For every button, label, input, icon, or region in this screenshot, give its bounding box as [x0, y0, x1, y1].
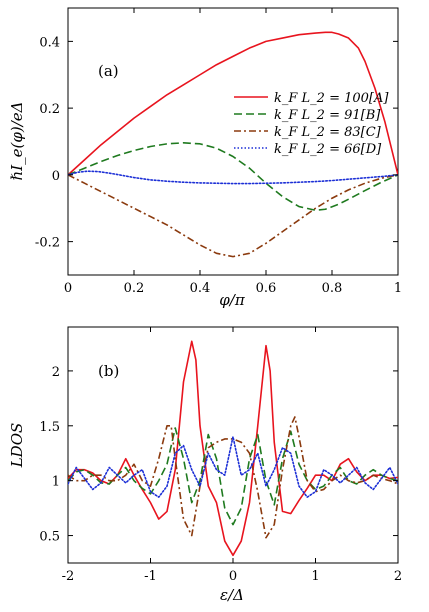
- series-line-d: [68, 435, 398, 498]
- x-tick-label: -2: [62, 569, 75, 584]
- y-tick-label: 2: [52, 365, 60, 380]
- x-tick-label: -1: [144, 569, 157, 584]
- y-tick-label: 1: [52, 475, 60, 490]
- panel-b-tag: (b): [98, 362, 119, 380]
- panel-a-frame: [67, 7, 399, 276]
- x-tick-label: 0: [229, 569, 237, 584]
- x-tick-label: 1: [394, 281, 402, 296]
- panel-b-series: [68, 340, 398, 557]
- x-tick-label: 2: [394, 569, 402, 584]
- series-line-c: [68, 416, 398, 539]
- x-tick-label: 0.6: [256, 281, 277, 296]
- panel-b: -2 -1 0 1 2 0.5 1 1.5 2 (b) ε/Δ LDOS: [8, 326, 402, 604]
- y-tick-label: 0.5: [39, 530, 60, 545]
- x-tick-label: 1: [311, 569, 319, 584]
- series-line-a: [68, 340, 398, 557]
- panel-a-series: [68, 31, 398, 258]
- y-tick-label: -0.2: [35, 236, 60, 251]
- series-line-k-f-l-2-66-d-: [68, 170, 398, 185]
- panel-a-xlabel: φ/π: [219, 291, 246, 309]
- y-tick-label: 0: [52, 169, 60, 184]
- legend-entry-label: k_F L_2 = 83[C]: [274, 125, 382, 140]
- panel-a: 0 0.2 0.4 0.6 0.8 1 -0.2 0 0.2 0.4 (a) φ/π ℏI_e(φ…: [8, 7, 402, 309]
- panel-b-xlabel: ε/Δ: [220, 586, 244, 604]
- panel-a-tag: (a): [98, 62, 119, 80]
- panel-a-ylabel: ℏI_e(φ)/eΔ: [8, 102, 26, 181]
- panel-b-ylabel: LDOS: [8, 423, 26, 469]
- panel-b-ticks: -2 -1 0 1 2 0.5 1 1.5 2: [39, 327, 402, 584]
- x-tick-label: 0: [64, 281, 72, 296]
- y-tick-label: 1.5: [39, 420, 60, 435]
- panel-a-ticks: 0 0.2 0.4 0.6 0.8 1 -0.2 0 0.2 0.4: [35, 8, 402, 296]
- series-line-k-f-l-2-83-c-: [68, 174, 398, 258]
- x-tick-label: 0.2: [124, 281, 145, 296]
- panel-a-legend: k_F L_2 = 100[A] k_F L_2 = 91[B] k_F L_2 =…: [234, 91, 389, 157]
- y-tick-label: 0.4: [39, 35, 60, 50]
- series-line-k-f-l-2-91-b-: [68, 142, 398, 212]
- legend-entry-label: k_F L_2 = 100[A]: [274, 91, 389, 106]
- x-tick-label: 0.4: [190, 281, 211, 296]
- y-tick-label: 0.2: [39, 102, 60, 117]
- series-line-k-f-l-2-100-a-: [68, 31, 398, 176]
- legend-entry-label: k_F L_2 = 91[B]: [274, 108, 381, 123]
- legend-entry-label: k_F L_2 = 66[D]: [274, 142, 382, 157]
- x-tick-label: 0.8: [322, 281, 343, 296]
- series-line-b: [68, 427, 398, 526]
